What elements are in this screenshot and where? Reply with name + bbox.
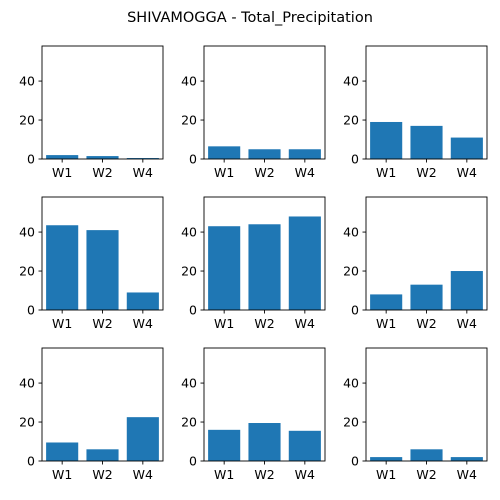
bar-w4 [451, 138, 483, 159]
x-tick-label: W2 [416, 165, 436, 180]
y-tick-label: 0 [27, 303, 35, 318]
bar-w4 [127, 417, 159, 461]
x-tick-label: W4 [457, 467, 477, 482]
x-tick-label: W1 [52, 165, 72, 180]
y-tick-label: 40 [343, 225, 359, 240]
x-tick-label: W4 [457, 165, 477, 180]
x-tick-label: W2 [254, 165, 274, 180]
x-tick-label: W4 [133, 165, 153, 180]
bar-w1 [46, 155, 78, 159]
y-tick-label: 40 [181, 225, 197, 240]
y-tick-label: 0 [189, 303, 197, 318]
x-tick-label: W4 [457, 316, 477, 331]
x-tick-label: W2 [416, 467, 436, 482]
x-tick-label: W1 [52, 316, 72, 331]
y-tick-label: 20 [181, 264, 197, 279]
bar-w1 [208, 226, 240, 310]
subplot-1: 0 20 40 W1 W2 W4 [19, 46, 163, 180]
y-tick-label: 40 [19, 225, 35, 240]
x-tick-label: W4 [295, 316, 315, 331]
y-tick-label: 20 [19, 113, 35, 128]
x-tick-label: W1 [214, 165, 234, 180]
bar-w4 [289, 149, 321, 159]
bar-w2 [410, 449, 442, 461]
subplot-9: 0 20 40 W1 W2 W4 [343, 348, 487, 482]
subplot-7: 0 20 40 W1 W2 W4 [19, 348, 163, 482]
x-tick-label: W4 [295, 467, 315, 482]
subplot-8: 0 20 40 W1 W2 W4 [181, 348, 325, 482]
y-tick-label: 20 [19, 264, 35, 279]
bar-w4 [289, 431, 321, 461]
y-tick-label: 20 [181, 113, 197, 128]
bar-w2 [248, 423, 280, 461]
y-tick-label: 20 [19, 415, 35, 430]
bar-w1 [208, 146, 240, 159]
x-tick-label: W1 [376, 316, 396, 331]
y-tick-label: 40 [19, 74, 35, 89]
bar-w2 [410, 126, 442, 159]
bar-w2 [248, 224, 280, 310]
x-tick-label: W4 [295, 165, 315, 180]
y-tick-label: 20 [343, 113, 359, 128]
x-tick-label: W1 [214, 316, 234, 331]
subplot-6: 0 20 40 W1 W2 W4 [343, 197, 487, 331]
x-tick-label: W2 [92, 467, 112, 482]
bar-w1 [370, 122, 402, 159]
bar-w4 [289, 216, 321, 310]
subplot-grid: 0 20 40 W1 W2 W4 0 20 40 W1 W2 W4 0 20 40 W1 W2 W4 0 20 40 W1… [19, 46, 487, 482]
y-tick-label: 0 [27, 152, 35, 167]
x-tick-label: W1 [214, 467, 234, 482]
axes-frame [204, 46, 325, 159]
subplot-3: 0 20 40 W1 W2 W4 [343, 46, 487, 180]
figure-title: SHIVAMOGGA - Total_Precipitation [127, 10, 373, 26]
bar-w1 [46, 225, 78, 310]
bar-w1 [370, 294, 402, 310]
y-tick-label: 40 [343, 376, 359, 391]
x-tick-label: W2 [416, 316, 436, 331]
y-tick-label: 40 [343, 74, 359, 89]
x-tick-label: W2 [254, 467, 274, 482]
x-tick-label: W1 [376, 467, 396, 482]
x-tick-label: W2 [254, 316, 274, 331]
bar-w2 [410, 285, 442, 310]
axes-frame [366, 348, 487, 461]
y-tick-label: 0 [351, 454, 359, 469]
x-tick-label: W4 [133, 316, 153, 331]
subplot-5: 0 20 40 W1 W2 W4 [181, 197, 325, 331]
bar-w1 [46, 442, 78, 461]
x-tick-label: W1 [52, 467, 72, 482]
y-tick-label: 40 [19, 376, 35, 391]
bar-w1 [208, 430, 240, 461]
subplot-2: 0 20 40 W1 W2 W4 [181, 46, 325, 180]
bar-w4 [451, 457, 483, 461]
x-tick-label: W2 [92, 165, 112, 180]
subplot-4: 0 20 40 W1 W2 W4 [19, 197, 163, 331]
y-tick-label: 20 [181, 415, 197, 430]
bar-w4 [451, 271, 483, 310]
y-tick-label: 0 [351, 303, 359, 318]
x-tick-label: W4 [133, 467, 153, 482]
bar-w2 [86, 230, 118, 310]
bar-w1 [370, 457, 402, 461]
y-tick-label: 20 [343, 264, 359, 279]
axes-frame [42, 46, 163, 159]
bar-w2 [248, 149, 280, 159]
y-tick-label: 20 [343, 415, 359, 430]
y-tick-label: 40 [181, 376, 197, 391]
x-tick-label: W2 [92, 316, 112, 331]
y-tick-label: 0 [189, 152, 197, 167]
bar-w2 [86, 449, 118, 461]
y-tick-label: 0 [189, 454, 197, 469]
x-tick-label: W1 [376, 165, 396, 180]
y-tick-label: 0 [27, 454, 35, 469]
y-tick-label: 40 [181, 74, 197, 89]
y-tick-label: 0 [351, 152, 359, 167]
bar-w4 [127, 292, 159, 310]
